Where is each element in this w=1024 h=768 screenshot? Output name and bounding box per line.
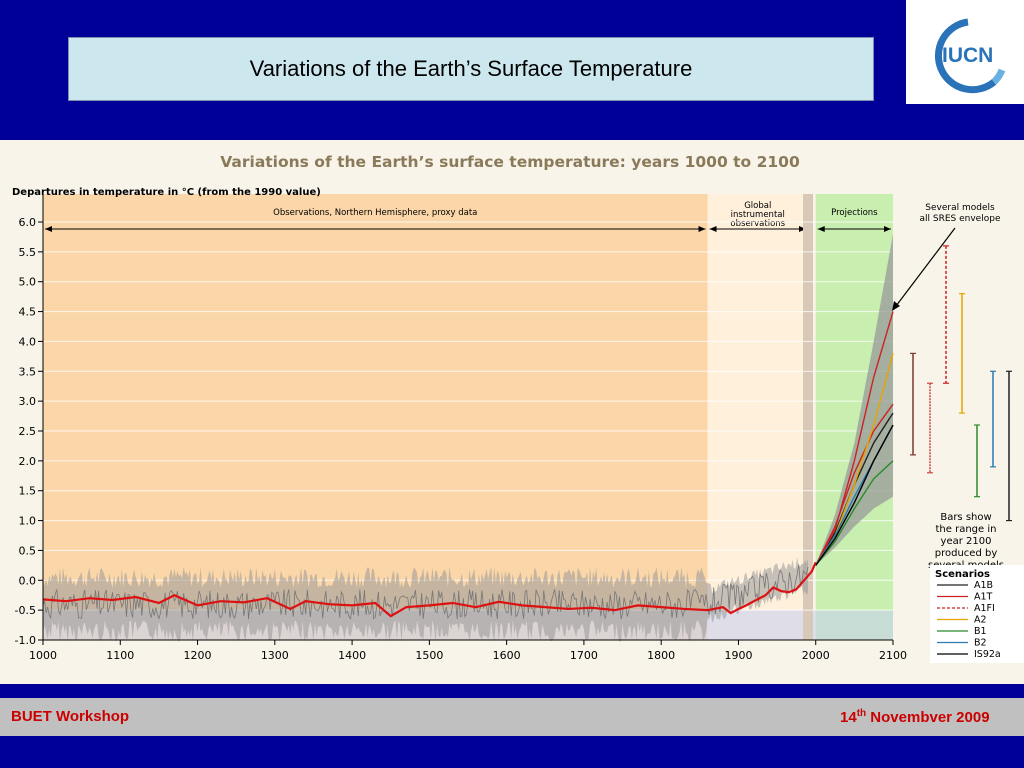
range-bar-note: the range in bbox=[936, 524, 997, 535]
y-tick-label: 5.0 bbox=[19, 276, 37, 289]
x-tick-label: 2100 bbox=[879, 649, 907, 662]
y-tick-label: 6.0 bbox=[19, 216, 37, 229]
envelope-label: Several models bbox=[925, 203, 995, 213]
y-tick-label: 0.0 bbox=[19, 574, 37, 587]
x-tick-label: 1600 bbox=[493, 649, 521, 662]
x-tick-label: 1700 bbox=[570, 649, 598, 662]
y-axis-label: Departures in temperature in °C (from th… bbox=[12, 187, 321, 198]
region-band bbox=[43, 194, 708, 640]
legend-label: B1 bbox=[974, 626, 987, 637]
region-label: observations bbox=[730, 219, 785, 229]
y-tick-label: -1.0 bbox=[15, 634, 36, 647]
range-bar-note: produced by bbox=[935, 548, 998, 559]
x-tick-label: 1100 bbox=[106, 649, 134, 662]
temperature-chart: Observations, Northern Hemisphere, proxy… bbox=[0, 140, 1024, 684]
legend-label: IS92a bbox=[974, 649, 1001, 660]
range-bar-note: Bars show bbox=[940, 512, 991, 523]
x-tick-label: 1900 bbox=[724, 649, 752, 662]
iucn-logo: IUCN bbox=[906, 0, 1024, 104]
x-tick-label: 1000 bbox=[29, 649, 57, 662]
y-tick-label: 4.5 bbox=[19, 306, 37, 319]
chart-panel: Observations, Northern Hemisphere, proxy… bbox=[0, 140, 1024, 684]
y-tick-label: 4.0 bbox=[19, 335, 37, 348]
legend-label: A2 bbox=[974, 615, 987, 626]
x-tick-label: 2000 bbox=[802, 649, 830, 662]
footer-date: 14th Novembver 2009 bbox=[840, 708, 990, 726]
envelope-label: all SRES envelope bbox=[920, 214, 1001, 224]
y-tick-label: 3.5 bbox=[19, 365, 37, 378]
y-tick-label: 3.0 bbox=[19, 395, 37, 408]
legend-label: A1FI bbox=[974, 603, 995, 614]
y-tick-label: 1.5 bbox=[19, 485, 37, 498]
footer-date-rest: Novembver 2009 bbox=[866, 709, 989, 726]
legend-label: A1T bbox=[974, 592, 993, 603]
footer-event: BUET Workshop bbox=[11, 708, 129, 725]
y-tick-label: 2.0 bbox=[19, 455, 37, 468]
region-label: Observations, Northern Hemisphere, proxy… bbox=[273, 208, 477, 218]
y-tick-label: 5.5 bbox=[19, 246, 37, 259]
y-tick-label: 2.5 bbox=[19, 425, 37, 438]
chart-title: Variations of the Earth’s surface temper… bbox=[220, 153, 800, 171]
region-label: Projections bbox=[831, 208, 878, 218]
legend-label: A1B bbox=[974, 580, 993, 591]
slide-title: Variations of the Earth’s Surface Temper… bbox=[68, 37, 874, 101]
logo-text: IUCN bbox=[942, 44, 993, 67]
x-tick-label: 1400 bbox=[338, 649, 366, 662]
footer-date-suffix: th bbox=[857, 708, 866, 719]
legend-label: B2 bbox=[974, 638, 987, 649]
x-tick-label: 1200 bbox=[184, 649, 212, 662]
x-tick-label: 1800 bbox=[647, 649, 675, 662]
y-tick-label: -0.5 bbox=[15, 604, 36, 617]
iucn-logo-graphic: IUCN bbox=[906, 0, 1024, 104]
y-tick-label: 0.5 bbox=[19, 544, 37, 557]
legend-title: Scenarios bbox=[935, 569, 990, 580]
y-tick-label: 1.0 bbox=[19, 515, 37, 528]
footer-bar: BUET Workshop 14th Novembver 2009 bbox=[0, 698, 1024, 736]
x-tick-label: 1300 bbox=[261, 649, 289, 662]
x-tick-label: 1500 bbox=[415, 649, 443, 662]
range-bar-note: year 2100 bbox=[941, 536, 992, 547]
footer-date-day: 14 bbox=[840, 709, 857, 726]
